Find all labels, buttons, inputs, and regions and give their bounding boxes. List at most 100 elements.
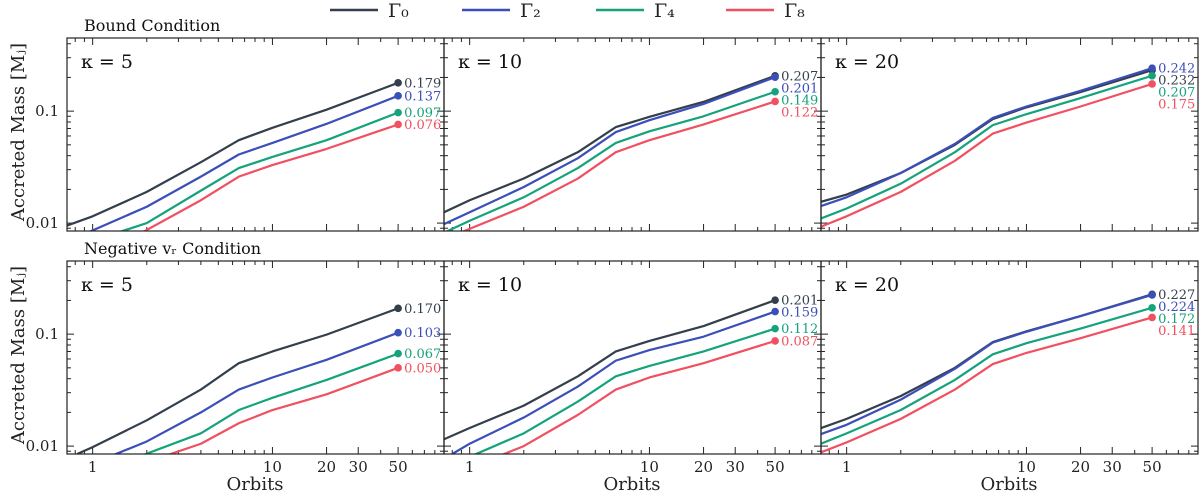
series-end-value: 0.170 — [404, 302, 441, 317]
y-axis-label-bottom: Accreted Mass [Mⱼ] — [8, 266, 29, 445]
series-endpoint — [1148, 291, 1156, 299]
x-tick-label: 1 — [465, 458, 475, 476]
series-endpoint — [394, 120, 402, 129]
series-line — [821, 74, 1153, 220]
y-tick-label: 0.1 — [35, 102, 59, 120]
panel-frame — [820, 260, 1199, 455]
panel-frame — [820, 37, 1199, 232]
series-end-value: 0.175 — [1158, 98, 1195, 113]
series-endpoint — [394, 364, 402, 372]
series-line — [444, 299, 776, 441]
series-line — [76, 307, 399, 454]
row-title-negative-vr: Negative vᵣ Condition — [84, 239, 261, 258]
series-line — [142, 352, 399, 454]
series-line — [444, 74, 776, 214]
series-line — [821, 316, 1153, 454]
y-tick-label: 0.01 — [26, 214, 59, 232]
series-line — [501, 339, 776, 454]
series-line — [821, 293, 1153, 430]
x-tick-label: 10 — [263, 458, 282, 476]
series-end-value: 0.207 — [781, 69, 818, 84]
x-tick-label: 10 — [640, 458, 659, 476]
y-axis-label-top: Accreted Mass [Mⱼ] — [8, 43, 29, 222]
series-endpoint — [394, 108, 402, 117]
series-end-value: 0.172 — [1158, 312, 1195, 327]
row-title-bound: Bound Condition — [84, 16, 220, 35]
x-tick-label: 1 — [88, 458, 98, 476]
series-line — [821, 69, 1153, 203]
series-line — [473, 327, 776, 454]
x-tick-label: 30 — [1103, 458, 1122, 476]
series-end-value: 0.149 — [781, 93, 818, 108]
x-axis-label-col2: Orbits — [603, 474, 660, 495]
series-endpoint — [771, 296, 779, 304]
x-tick-label: 20 — [694, 458, 713, 476]
x-tick-label: 50 — [1143, 458, 1162, 476]
series-line — [167, 366, 399, 454]
series-end-value: 0.242 — [1158, 62, 1195, 77]
x-tick-label: 30 — [349, 458, 368, 476]
series-endpoint — [1148, 303, 1156, 312]
series-end-value: 0.122 — [781, 105, 818, 120]
series-endpoint — [1148, 80, 1156, 88]
series-endpoint — [771, 337, 779, 345]
series-end-value: 0.201 — [781, 294, 818, 309]
series-end-value: 0.112 — [781, 322, 818, 337]
series-endpoint — [394, 349, 402, 358]
series-line — [821, 293, 1153, 436]
x-axis-label-col1: Orbits — [226, 474, 283, 495]
legend: Γ₀ Γ₂ Γ₄ Γ₈ — [330, 0, 805, 22]
y-tick-label: 0.1 — [35, 325, 59, 343]
series-end-value: 0.067 — [404, 347, 441, 362]
kappa-annotation: κ = 5 — [81, 51, 133, 73]
series-line — [451, 310, 776, 454]
series-endpoint — [394, 328, 402, 337]
series-line — [113, 331, 399, 454]
series-line — [118, 111, 399, 231]
series-endpoint — [394, 79, 402, 87]
series-end-value: 0.087 — [781, 334, 818, 349]
series-endpoint — [771, 87, 779, 96]
series-end-value: 0.141 — [1158, 324, 1195, 339]
series-endpoint — [771, 324, 779, 333]
series-end-value: 0.201 — [781, 81, 818, 96]
series-end-value: 0.050 — [404, 361, 441, 376]
x-tick-label: 10 — [1017, 458, 1036, 476]
series-end-value: 0.103 — [404, 326, 441, 341]
y-tick-label: 0.01 — [26, 437, 59, 455]
series-end-value: 0.159 — [781, 306, 818, 321]
x-tick-label: 1 — [842, 458, 852, 476]
series-line — [821, 306, 1153, 445]
series-line — [445, 90, 776, 231]
x-tick-label: 30 — [726, 458, 745, 476]
series-line — [461, 100, 776, 231]
series-end-value: 0.097 — [404, 106, 441, 121]
series-end-value: 0.179 — [404, 76, 441, 91]
series-endpoint — [771, 97, 779, 106]
kappa-annotation: κ = 5 — [81, 274, 133, 296]
series-line — [142, 123, 399, 231]
kappa-annotation: κ = 10 — [458, 51, 522, 73]
series-endpoint — [394, 304, 402, 313]
series-endpoint — [1148, 71, 1156, 80]
series-end-value: 0.137 — [404, 89, 441, 104]
x-tick-label: 50 — [766, 458, 785, 476]
series-end-value: 0.227 — [1158, 288, 1195, 303]
legend-label: Γ₈ — [784, 0, 805, 22]
kappa-annotation: κ = 20 — [835, 274, 899, 296]
x-tick-label: 50 — [389, 458, 408, 476]
series-line — [821, 82, 1153, 228]
series-end-value: 0.224 — [1158, 300, 1195, 315]
legend-label: Γ₀ — [388, 0, 409, 22]
series-endpoint — [1148, 64, 1156, 72]
series-line — [88, 94, 399, 231]
series-endpoint — [771, 73, 779, 81]
series-line — [444, 76, 776, 226]
